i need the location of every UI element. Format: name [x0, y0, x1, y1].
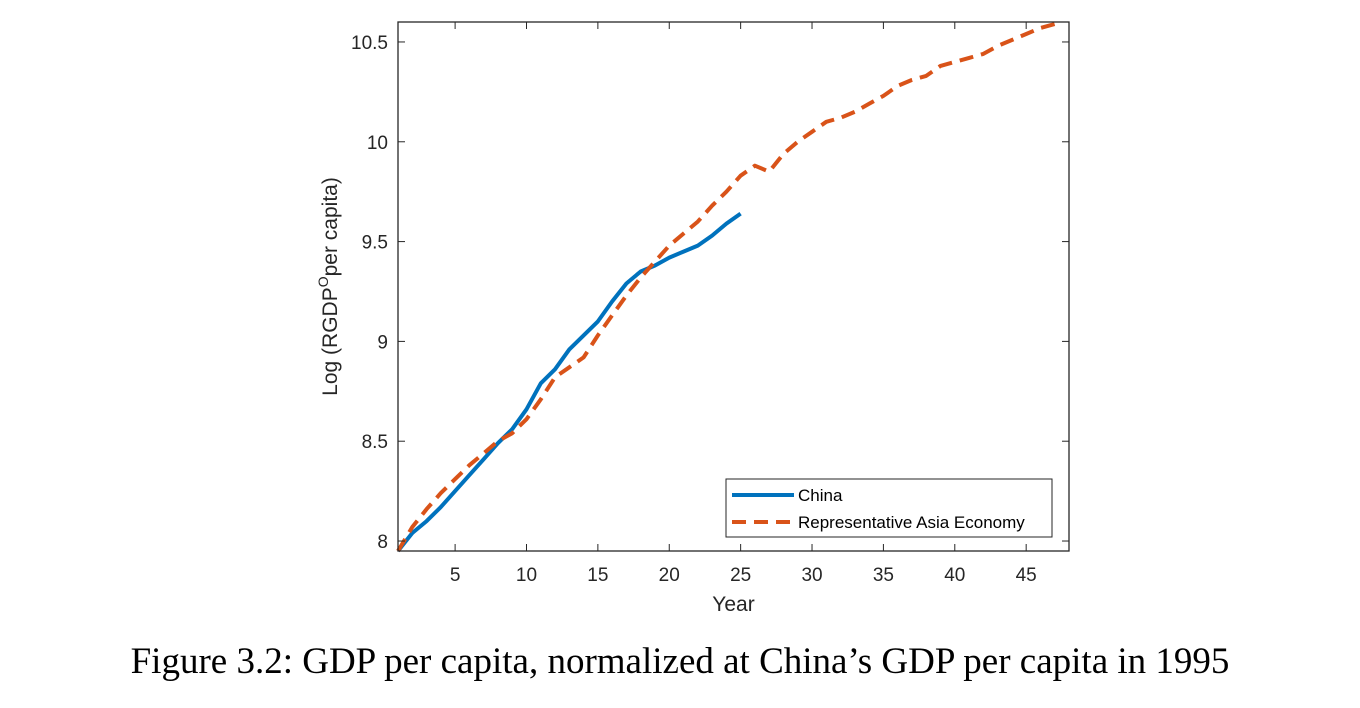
y-tick-label: 8.5 [362, 432, 388, 453]
x-tick-label: 20 [659, 565, 680, 586]
gdp-line-chart: 5 10 15 20 25 30 35 40 45 8 8.5 9 9.5 10 10.5 Year Log… [315, 21, 1070, 616]
x-tick-label: 5 [450, 565, 461, 586]
legend: China Representative Asia Economy [725, 478, 1053, 538]
x-tick-label: 15 [587, 565, 608, 586]
y-axis-label-suffix: per capita) [319, 177, 342, 276]
y-tick-label: 9.5 [362, 233, 388, 254]
x-tick-label: 30 [801, 565, 822, 586]
series-line-china [396, 211, 742, 553]
x-tick-label: 35 [873, 565, 894, 586]
series-line-representative-asia-economy [396, 22, 1056, 553]
x-tick-label: 45 [1016, 565, 1037, 586]
y-axis-label-superscript: O [315, 276, 331, 287]
legend-box [725, 478, 1053, 538]
plot-marks [396, 22, 1056, 553]
y-axis-label-prefix: Log (RGDP [319, 287, 342, 396]
figure-caption: Figure 3.2: GDP per capita, normalized a… [130, 641, 1230, 682]
x-tick-label: 10 [516, 565, 537, 586]
axis-ticks: 5 10 15 20 25 30 35 40 45 8 8.5 9 9.5 10 10.5 [351, 22, 1069, 586]
y-tick-label: 10 [367, 133, 388, 154]
y-tick-label: 8 [377, 532, 388, 553]
x-tick-label: 40 [944, 565, 965, 586]
y-tick-label: 9 [377, 332, 388, 353]
y-tick-label: 10.5 [351, 33, 388, 54]
x-axis-label: Year [712, 593, 754, 616]
legend-label-china: China [798, 486, 843, 505]
y-axis-label: Log (RGDPOper capita) [315, 177, 342, 396]
x-tick-label: 25 [730, 565, 751, 586]
legend-label-representative-asia-economy: Representative Asia Economy [798, 513, 1025, 532]
plot-frame [397, 21, 1070, 552]
